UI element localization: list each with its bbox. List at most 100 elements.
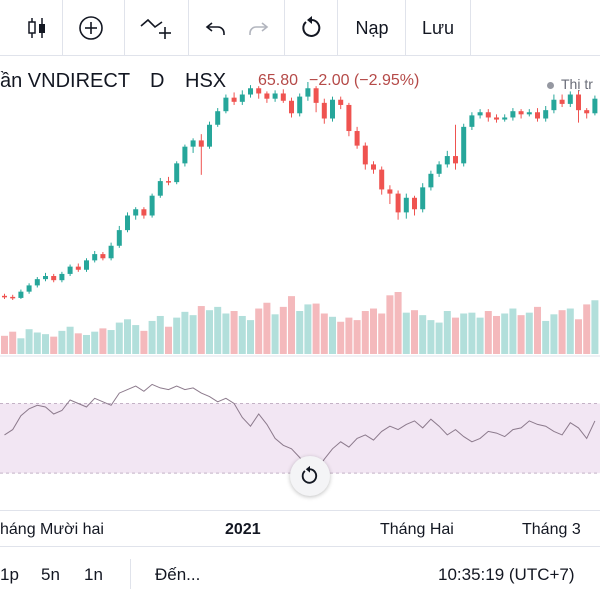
volume-bar [427, 320, 435, 354]
candle-body [166, 181, 171, 183]
redo-button[interactable] [238, 0, 278, 56]
volume-bar [394, 292, 402, 354]
candle [543, 105, 549, 122]
volume-bar [525, 312, 533, 354]
candle [371, 161, 376, 174]
volume-bar [17, 338, 25, 354]
range-1n-button[interactable]: 1n [84, 565, 103, 584]
candle-body [100, 254, 106, 259]
candle [100, 252, 106, 261]
candle [231, 92, 237, 105]
reload-chart-button[interactable] [290, 0, 334, 56]
candlestick-icon [28, 18, 45, 38]
market-status-label: Thị tr [561, 76, 593, 92]
candle-body [387, 189, 393, 194]
volume-bar [83, 334, 90, 354]
add-drawing-button[interactable] [128, 0, 184, 56]
candle-body [379, 169, 385, 190]
candle-body [289, 100, 294, 114]
time-axis-label: Tháng Hai [380, 521, 454, 538]
reload-button[interactable]: Nạp [355, 17, 389, 38]
refresh-icon [301, 465, 318, 484]
candle [67, 264, 73, 277]
volume-bar [230, 311, 238, 354]
candle-body [559, 99, 565, 104]
refresh-icon [302, 16, 321, 37]
candle [494, 114, 499, 123]
undo-button[interactable] [196, 0, 236, 56]
bottom-divider [130, 559, 131, 589]
volume-bar [583, 304, 591, 354]
candle [313, 86, 319, 113]
candle [43, 272, 48, 282]
candle [412, 195, 417, 216]
candle-body [34, 279, 40, 286]
toolbar-divider [405, 0, 406, 56]
candle [2, 293, 7, 299]
candle [280, 89, 286, 103]
symbol-name[interactable]: ần VNDIRECT [0, 70, 131, 92]
candle [321, 98, 327, 124]
add-indicator-button[interactable] [64, 0, 118, 56]
volume-bar [566, 308, 574, 354]
candle [239, 90, 245, 105]
candle [567, 91, 573, 108]
candle [576, 90, 581, 123]
candle-body [10, 296, 16, 299]
range-1p-button[interactable]: 1p [0, 565, 19, 584]
candle-body [330, 99, 335, 119]
candle-body [207, 124, 212, 147]
volume-bar [452, 317, 459, 354]
candle-body [485, 112, 491, 118]
save-button[interactable]: Lưu [421, 17, 455, 38]
candlestick-chart-type-button[interactable] [14, 0, 60, 56]
candle-body [280, 93, 286, 101]
volume-bar [312, 303, 320, 354]
volume-bar [132, 325, 140, 354]
candle [395, 190, 401, 220]
symbol-legend[interactable]: ần VNDIRECT D HSX 65.80 −2.00 (−2.95%) T… [0, 70, 600, 94]
candle-body [469, 115, 475, 127]
time-axis-label: Tháng 3 [522, 521, 581, 538]
candle [256, 86, 262, 99]
candle-body [518, 111, 524, 115]
candle-body [223, 97, 229, 112]
candle-body [18, 291, 24, 298]
candle-body [239, 94, 245, 102]
candle [379, 166, 385, 195]
timezone-clock[interactable]: 10:35:19 (UTC+7) [438, 565, 575, 584]
volume-bar [288, 296, 295, 354]
range-5n-button[interactable]: 5n [41, 565, 60, 584]
candle-body [576, 94, 581, 111]
volume-bar [443, 311, 451, 354]
candle [149, 193, 155, 218]
candle-body [108, 245, 114, 259]
candle-body [157, 181, 163, 196]
candle-body [182, 146, 188, 164]
volume-bar [99, 328, 107, 354]
candle-body [428, 173, 434, 188]
candle-body [436, 164, 442, 174]
candle-body [297, 96, 303, 114]
candle-body [494, 117, 499, 120]
candle-body [543, 110, 549, 119]
volume-bar [58, 330, 66, 354]
time-axis[interactable]: háng Mười hai 2021 Tháng Hai Tháng 3 [0, 510, 600, 546]
candle [51, 273, 57, 283]
candle [346, 102, 352, 137]
chart-area[interactable] [0, 56, 600, 510]
candle [10, 294, 16, 300]
volume-bar [181, 311, 189, 354]
candle [403, 193, 409, 219]
reset-chart-button[interactable] [290, 456, 330, 496]
indicator-plus-icon [140, 18, 171, 39]
volume-bar [460, 313, 468, 354]
volume-bar [329, 316, 336, 354]
goto-date-button[interactable]: Đến... [155, 565, 201, 584]
candle [485, 109, 491, 122]
candle-body [26, 285, 32, 292]
candle [26, 283, 32, 294]
candle [444, 150, 450, 168]
undo-icon [205, 22, 225, 35]
candle [272, 90, 278, 102]
